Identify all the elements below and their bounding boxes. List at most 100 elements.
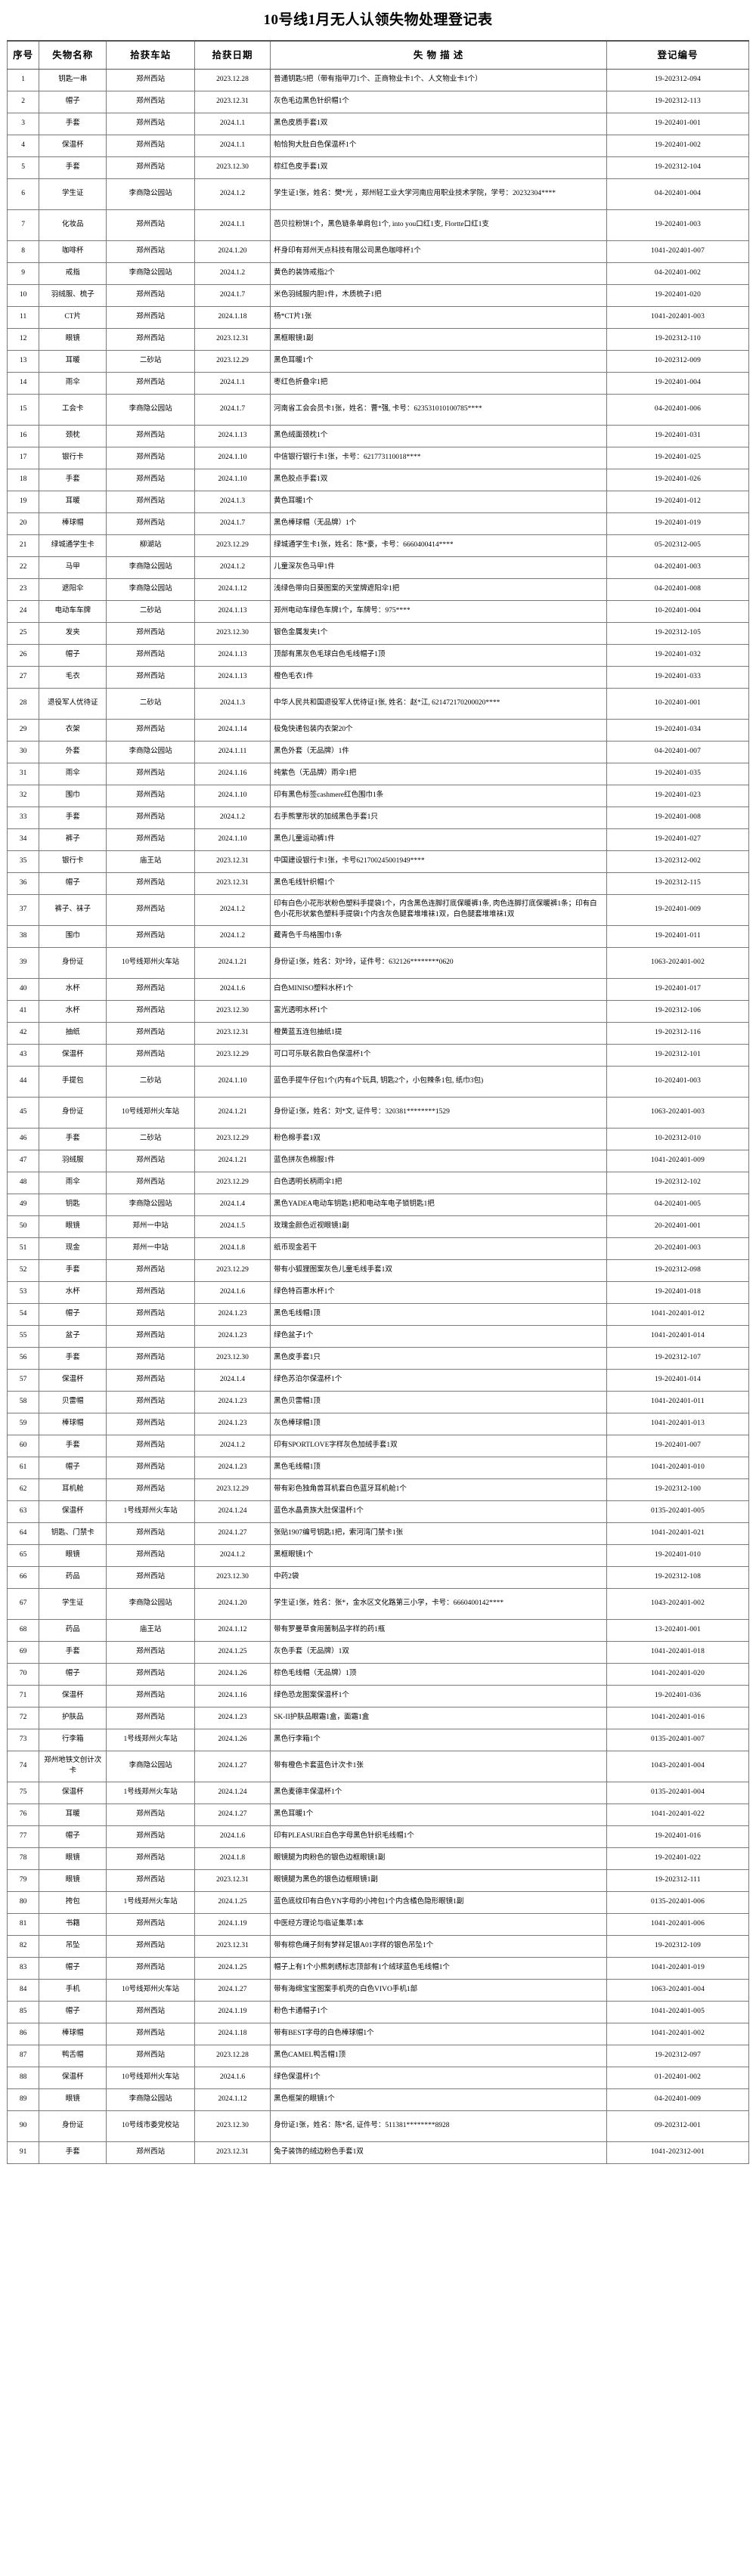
cell-seq: 51	[6, 1237, 40, 1260]
cell-station: 二砂站	[106, 349, 195, 373]
cell-description: 身份证1张，姓名：陈*名, 证件号：511381********8928	[270, 2110, 607, 2142]
table-row: 52 手套 郑州西站 2023.12.29 带有小狐狸图案灰色儿童毛线手套1双 19-20…	[6, 1259, 750, 1282]
cell-station: 郑州西站	[106, 1706, 195, 1729]
cell-registration-number: 13-202401-001	[606, 1618, 750, 1642]
cell-registration-number: 19-202312-104	[606, 156, 750, 179]
cell-date: 2023.12.29	[194, 534, 271, 557]
cell-station: 李商隐公园站	[106, 1193, 195, 1216]
cell-station: 郑州西站	[106, 1259, 195, 1282]
cell-seq: 91	[6, 2141, 40, 2164]
cell-registration-number: 19-202401-025	[606, 446, 750, 469]
cell-registration-number: 20-202401-001	[606, 1215, 750, 1238]
cell-date: 2023.12.31	[194, 1869, 271, 1892]
cell-registration-number: 19-202401-014	[606, 1368, 750, 1392]
cell-item-name: 鸭舌帽	[39, 2044, 107, 2067]
cell-date: 2024.1.1	[194, 134, 271, 157]
cell-date: 2023.12.29	[194, 1478, 271, 1501]
cell-registration-number: 04-202401-008	[606, 577, 750, 601]
cell-item-name: 保温杯	[39, 1781, 107, 1804]
cell-seq: 13	[6, 349, 40, 373]
cell-description: 带有BEST字母的白色棒球帽1个	[270, 2022, 607, 2045]
cell-item-name: 银行卡	[39, 850, 107, 873]
cell-seq: 38	[6, 924, 40, 948]
cell-date: 2024.1.25	[194, 1640, 271, 1664]
cell-registration-number: 1041-202401-022	[606, 1803, 750, 1826]
cell-registration-number: 19-202401-007	[606, 1434, 750, 1457]
cell-registration-number: 19-202312-113	[606, 90, 750, 113]
cell-station: 李商隐公园站	[106, 2088, 195, 2111]
cell-date: 2023.12.30	[194, 621, 271, 645]
table-row: 73 行李箱 1号线郑州火车站 2024.1.26 黑色行李箱1个 0135-202401…	[6, 1728, 750, 1751]
table-row: 84 手机 10号线郑州火车站 2024.1.27 带有海绵宝宝图案手机壳的白色VIVO…	[6, 1978, 750, 2002]
cell-item-name: 帽子	[39, 1456, 107, 1479]
cell-date: 2024.1.25	[194, 1956, 271, 1980]
cell-description: 带有橙色卡套蓝色计次卡1张	[270, 1750, 607, 1782]
cell-item-name: 眼镜	[39, 327, 107, 351]
cell-registration-number: 19-202312-102	[606, 1171, 750, 1194]
table-row: 85 帽子 郑州西站 2024.1.19 粉色卡通帽子1个 1041-202401-005	[6, 2000, 750, 2023]
cell-seq: 42	[6, 1021, 40, 1045]
cell-description: 带有彩色独角兽耳机套白色蓝牙耳机舱1个	[270, 1478, 607, 1501]
cell-registration-number: 19-202312-100	[606, 1478, 750, 1501]
cell-item-name: 手套	[39, 806, 107, 829]
cell-registration-number: 19-202401-009	[606, 893, 750, 926]
cell-registration-number: 19-202312-105	[606, 621, 750, 645]
cell-station: 郑州西站	[106, 283, 195, 307]
cell-registration-number: 19-202312-109	[606, 1934, 750, 1958]
table-row: 14 雨伞 郑州西站 2024.1.1 枣红色折叠伞1把 19-202401-004	[6, 371, 750, 395]
cell-date: 2024.1.18	[194, 305, 271, 329]
cell-registration-number: 19-202401-026	[606, 468, 750, 491]
cell-station: 郑州西站	[106, 1302, 195, 1326]
cell-description: 绿色保温杯1个	[270, 2066, 607, 2089]
table-row: 60 手套 郑州西站 2024.1.2 印有SPORTLOVE字样灰色加绒手套1双 19-…	[6, 1434, 750, 1457]
cell-registration-number: 19-202312-116	[606, 1021, 750, 1045]
cell-description: 眼镜腿为肉粉色的银色边框眼镜1副	[270, 1847, 607, 1870]
cell-seq: 41	[6, 999, 40, 1023]
cell-seq: 47	[6, 1149, 40, 1172]
cell-registration-number: 1063-202401-004	[606, 1978, 750, 2002]
cell-item-name: 手提包	[39, 1065, 107, 1098]
cell-station: 二砂站	[106, 1127, 195, 1150]
cell-description: 灰色棒球帽1顶	[270, 1412, 607, 1435]
cell-item-name: 学生证	[39, 1587, 107, 1620]
cell-date: 2024.1.2	[194, 262, 271, 285]
cell-station: 郑州西站	[106, 1324, 195, 1348]
cell-registration-number: 10-202312-010	[606, 1127, 750, 1150]
cell-station: 郑州西站	[106, 1478, 195, 1501]
cell-seq: 60	[6, 1434, 40, 1457]
cell-item-name: 化妆品	[39, 209, 107, 241]
cell-date: 2024.1.1	[194, 371, 271, 395]
table-row: 44 手提包 二砂站 2024.1.10 蓝色手提牛仔包1个(内有4个玩具, 钥匙2个，…	[6, 1065, 750, 1098]
cell-registration-number: 19-202312-101	[606, 1043, 750, 1067]
cell-station: 郑州西站	[106, 1684, 195, 1708]
cell-date: 2023.12.29	[194, 1043, 271, 1067]
cell-item-name: 外套	[39, 740, 107, 763]
cell-date: 2024.1.12	[194, 2088, 271, 2111]
cell-date: 2024.1.1	[194, 112, 271, 135]
cell-description: 中信银行银行卡1张，卡号：621773110018****	[270, 446, 607, 469]
cell-registration-number: 19-202401-012	[606, 490, 750, 513]
cell-registration-number: 1043-202401-004	[606, 1750, 750, 1782]
cell-item-name: CT片	[39, 305, 107, 329]
cell-seq: 62	[6, 1478, 40, 1501]
table-row: 66 药品 郑州西站 2023.12.30 中药2袋 19-202312-108	[6, 1565, 750, 1589]
cell-station: 郑州西站	[106, 643, 195, 667]
cell-seq: 53	[6, 1280, 40, 1304]
table-row: 90 身份证 10号线市委党校站 2023.12.30 身份证1张，姓名：陈*名, 证件…	[6, 2110, 750, 2142]
cell-seq: 29	[6, 718, 40, 742]
cell-registration-number: 1063-202401-002	[606, 946, 750, 979]
cell-item-name: 贝雷帽	[39, 1390, 107, 1413]
cell-item-name: 保温杯	[39, 1368, 107, 1392]
cell-date: 2023.12.30	[194, 1346, 271, 1370]
cell-seq: 85	[6, 2000, 40, 2023]
cell-registration-number: 10-202401-001	[606, 687, 750, 720]
cell-registration-number: 19-202401-022	[606, 1847, 750, 1870]
table-row: 65 眼镜 郑州西站 2024.1.2 黑框眼镜1个 19-202401-010	[6, 1543, 750, 1567]
cell-station: 郑州西站	[106, 1640, 195, 1664]
cell-item-name: 电动车车牌	[39, 599, 107, 623]
cell-registration-number: 19-202312-094	[606, 68, 750, 91]
cell-description: 黑框眼镜1副	[270, 327, 607, 351]
cell-station: 郑州西站	[106, 1934, 195, 1958]
table-row: 16 颈枕 郑州西站 2024.1.13 黑色绒面颈枕1个 19-202401-031	[6, 424, 750, 447]
cell-registration-number: 1041-202401-009	[606, 1149, 750, 1172]
